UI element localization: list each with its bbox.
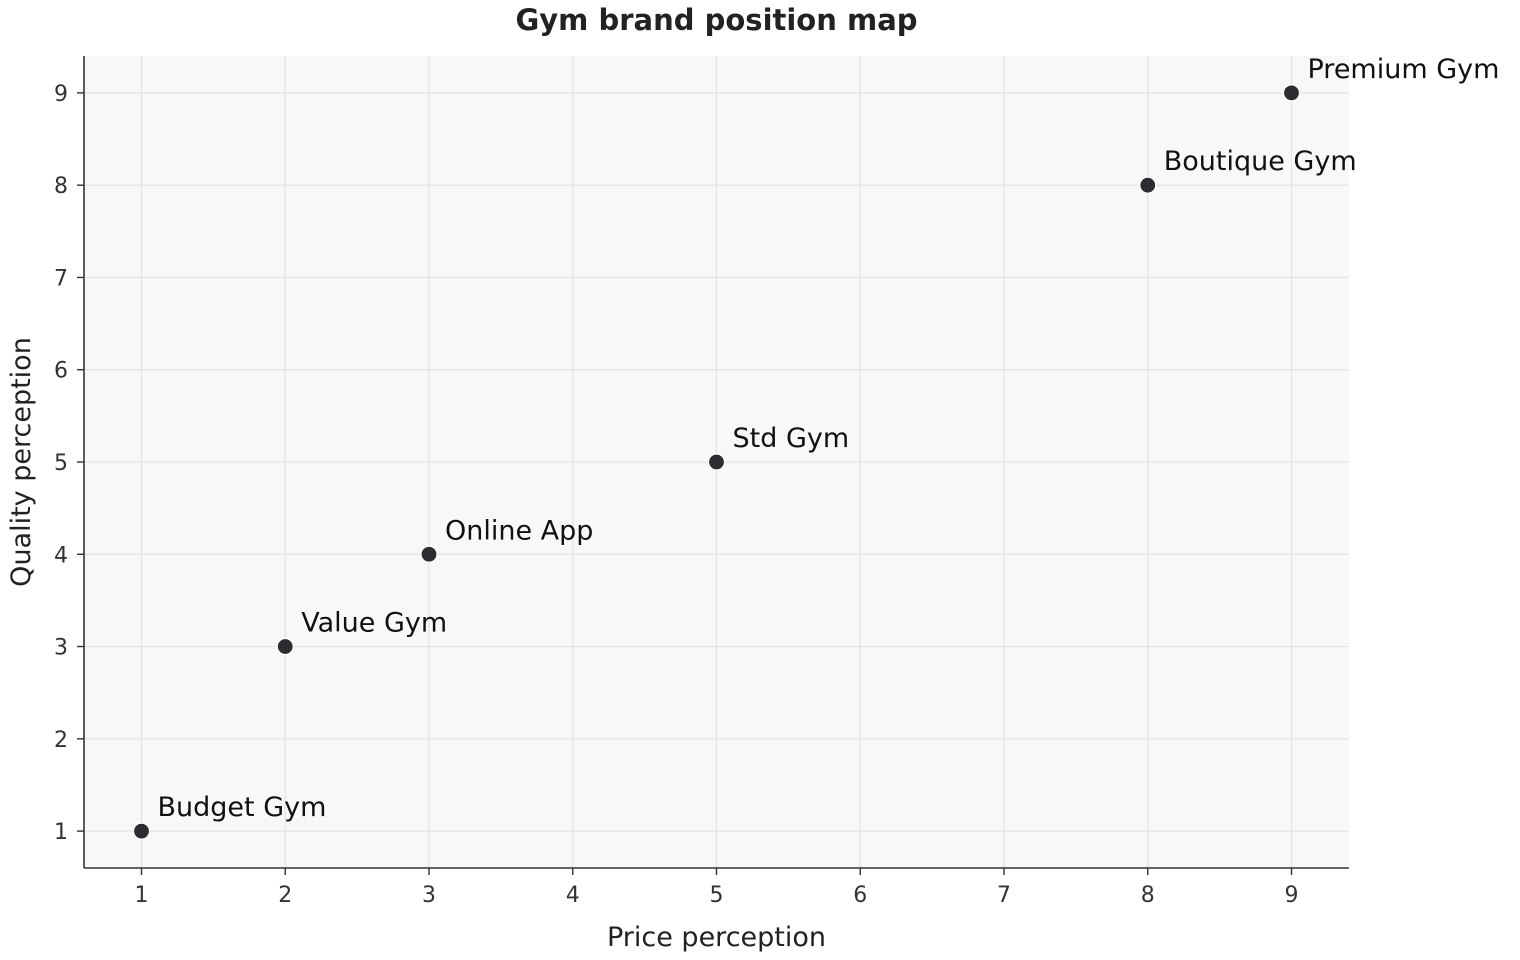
data-point	[707, 453, 726, 471]
x-tick-label: 7	[997, 883, 1011, 908]
y-tick-label: 4	[54, 543, 68, 568]
data-point	[276, 637, 294, 656]
ticks: 1 2 3 4 5 6 7 8 9 1 2 3 4 5 6 7 8 9	[54, 82, 1299, 908]
x-tick-label: 5	[710, 883, 724, 908]
x-tick-label: 9	[1285, 883, 1299, 908]
data-point-label: Std Gym	[733, 423, 850, 454]
x-tick-label: 1	[135, 883, 149, 908]
x-tick-label: 4	[566, 883, 580, 908]
y-tick-label: 9	[54, 82, 68, 107]
x-tick-label: 3	[422, 883, 436, 908]
y-tick-label: 5	[54, 451, 68, 476]
y-axis-title: Quality perception	[6, 337, 37, 587]
data-point	[1282, 84, 1301, 102]
data-point-label: Boutique Gym	[1164, 146, 1357, 177]
data-point	[1139, 176, 1157, 194]
data-point-label: Value Gym	[301, 608, 447, 639]
y-tick-label: 7	[54, 266, 68, 291]
data-point-label: Budget Gym	[158, 792, 327, 823]
data-point-label: Premium Gym	[1308, 54, 1500, 85]
y-tick-label: 8	[54, 174, 68, 199]
y-tick-label: 2	[54, 728, 68, 753]
y-tick-label: 3	[54, 636, 68, 661]
y-tick-label: 6	[54, 359, 68, 384]
data-point	[132, 822, 151, 840]
data-points: Budget Gym Value Gym Online App Std Gym Bout…	[132, 54, 1500, 840]
chart-title: Gym brand position map	[515, 3, 917, 37]
x-tick-label: 8	[1141, 883, 1155, 908]
data-point	[420, 545, 438, 563]
x-tick-label: 2	[278, 883, 292, 908]
x-axis-title: Price perception	[607, 922, 826, 953]
y-tick-label: 1	[54, 820, 68, 845]
x-tick-label: 6	[853, 883, 867, 908]
data-point-label: Online App	[445, 515, 593, 546]
